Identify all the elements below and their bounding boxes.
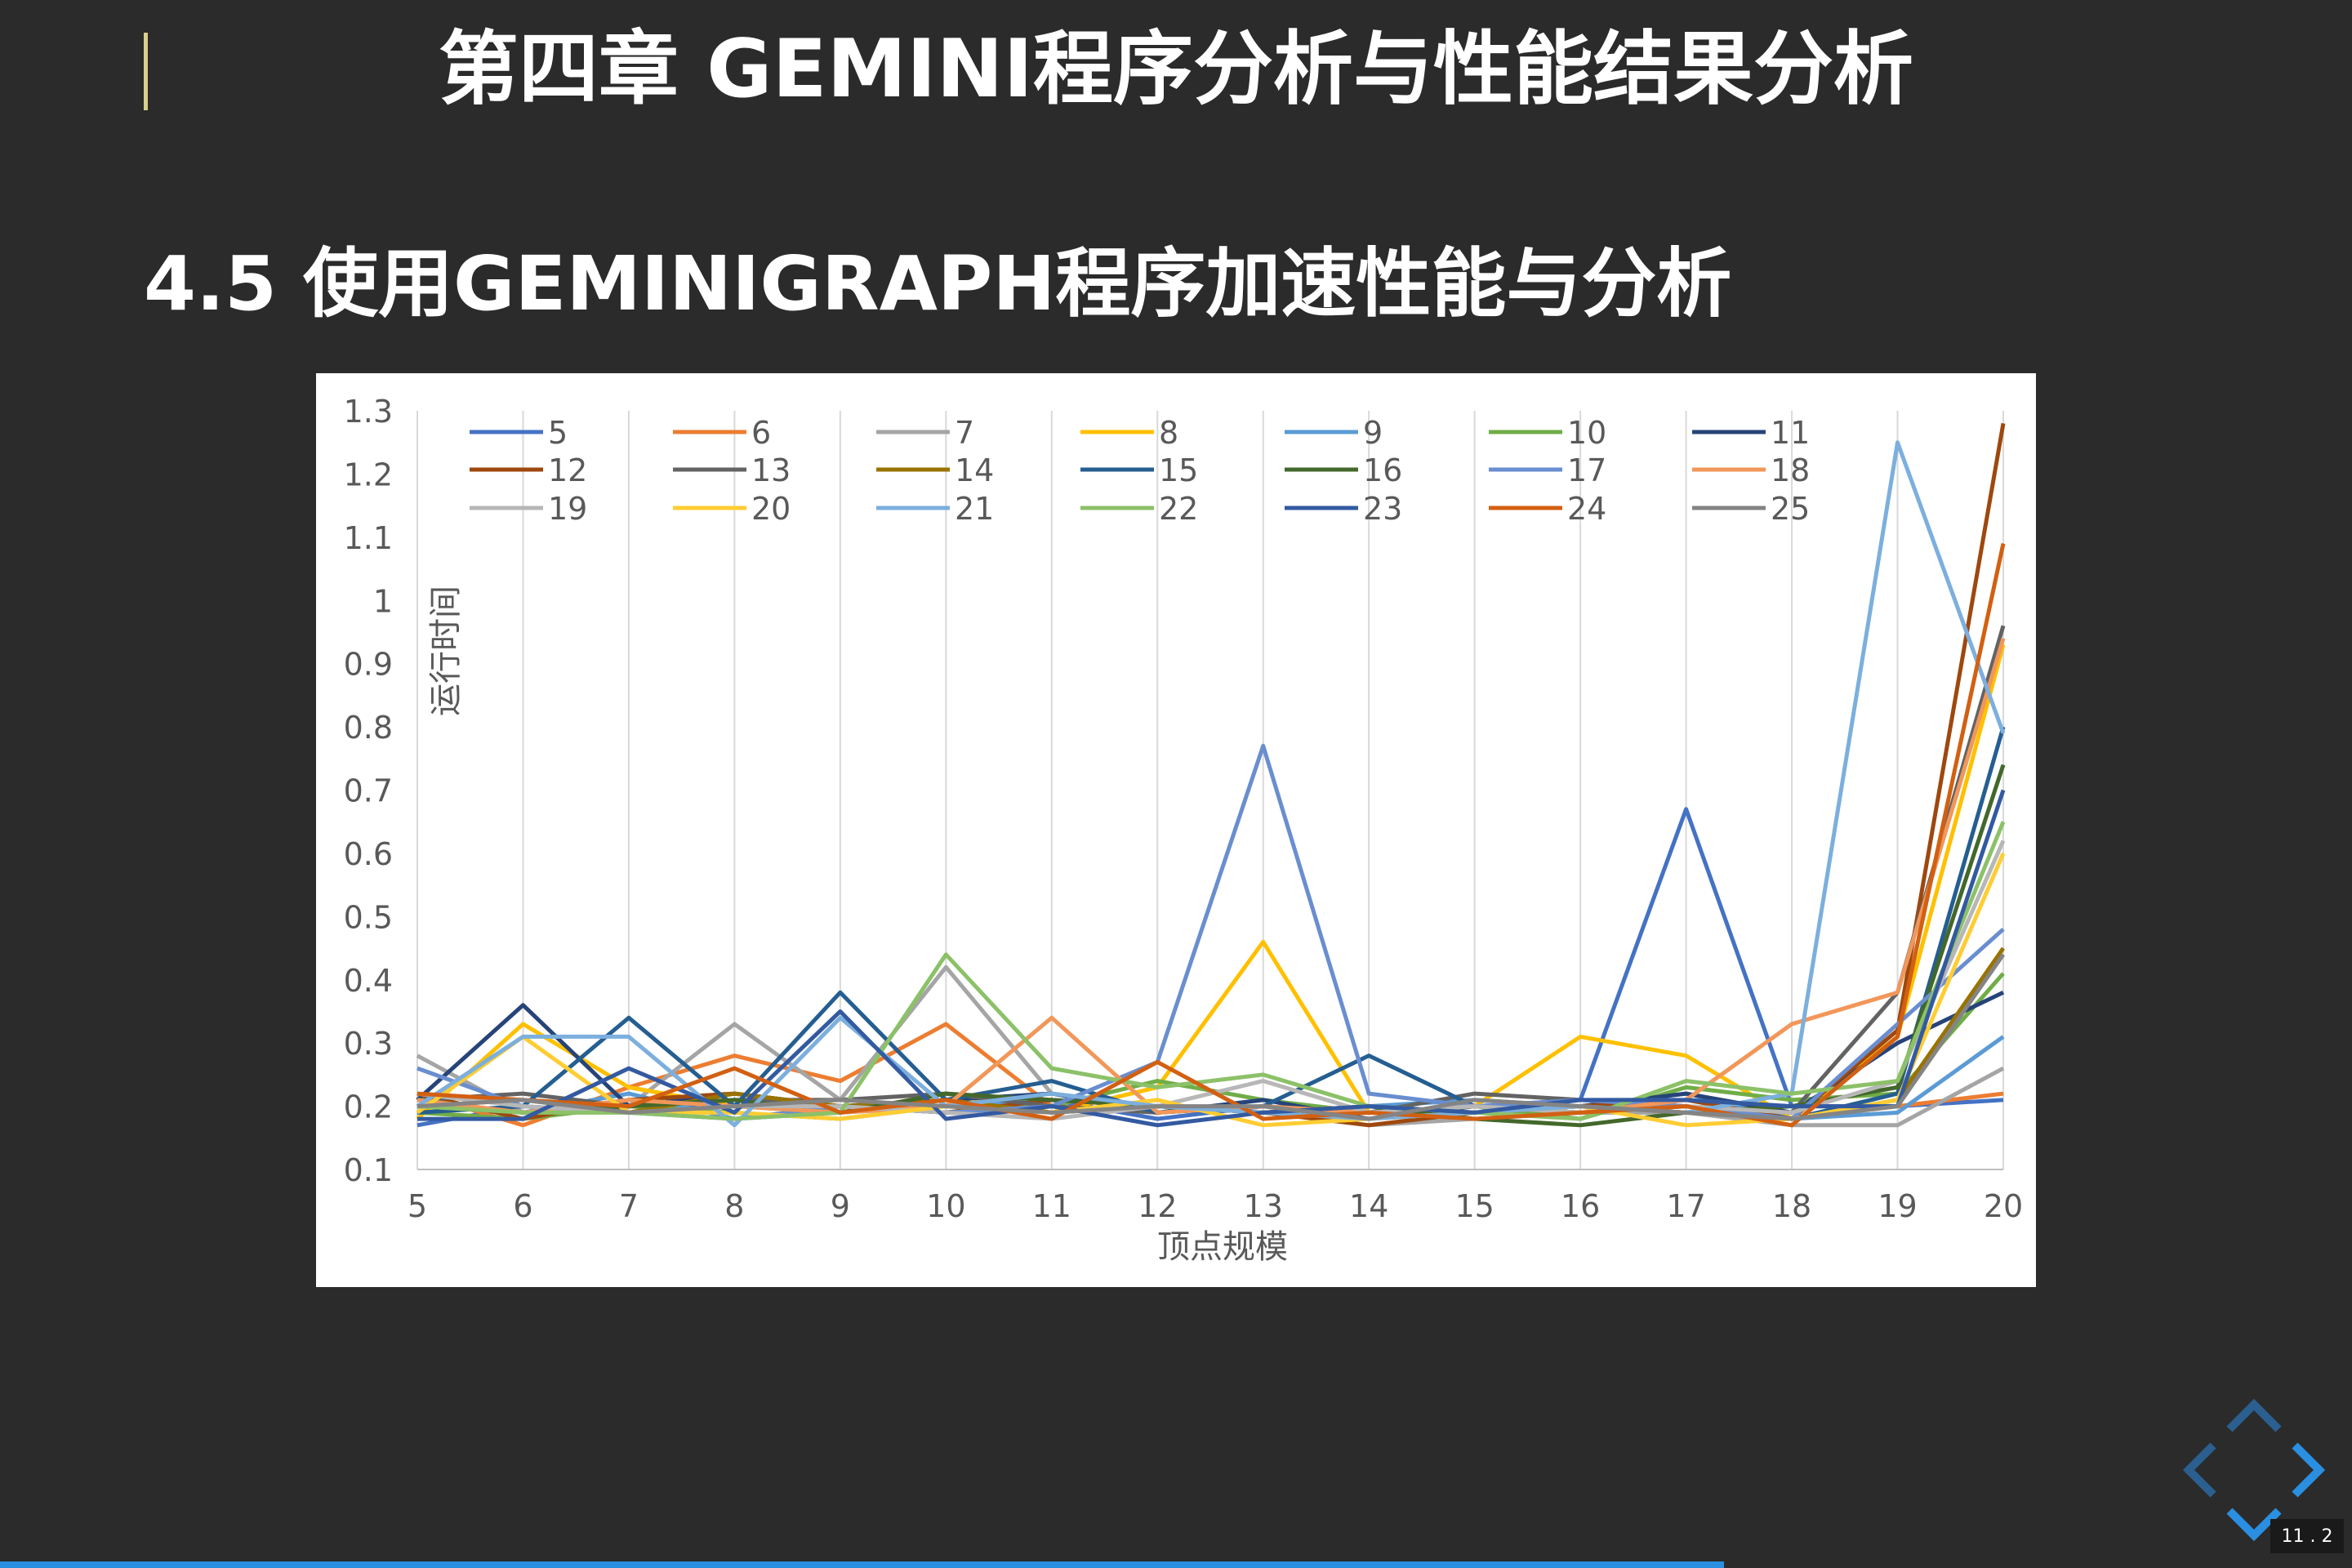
y-tick-label: 0.1: [344, 1152, 393, 1188]
x-tick-label: 6: [513, 1188, 532, 1224]
slide-title: 第四章 GEMINI程序分析与性能结果分析: [439, 23, 1913, 116]
y-tick-label: 1.2: [344, 457, 393, 492]
y-tick-label: 0.2: [344, 1089, 393, 1125]
y-tick-label: 0.6: [344, 836, 393, 872]
y-tick-label: 0.9: [344, 647, 393, 683]
chart-axes: 5 6 7 8 9 10 11 12 13 14 15 16 17 18 19 200.10.20.30.40…: [344, 394, 2024, 1224]
series-line-17: [416, 743, 2005, 1121]
nav-right-icon[interactable]: [2292, 1442, 2326, 1498]
series-line-8: [416, 644, 2006, 1121]
x-tick-label: 15: [1454, 1188, 1494, 1224]
legend-label: 8: [1159, 415, 1178, 451]
slide-number: 11 . 2: [2270, 1519, 2344, 1553]
y-axis-label: 运行时间: [427, 586, 465, 716]
legend-label: 14: [955, 452, 994, 488]
y-tick-label: 1.3: [344, 394, 393, 430]
x-tick-label: 10: [926, 1188, 965, 1224]
progress-fill: [0, 1561, 1725, 1568]
series-line-12: [416, 423, 2006, 1128]
y-tick-label: 0.3: [344, 1026, 393, 1062]
y-tick-label: 1.1: [344, 520, 393, 556]
legend-label: 11: [1771, 415, 1810, 451]
x-tick-label: 9: [831, 1188, 850, 1224]
legend-label: 19: [548, 491, 587, 527]
series-line-23: [417, 789, 2006, 1128]
x-tick-label: 16: [1561, 1188, 1600, 1224]
legend-label: 18: [1771, 452, 1810, 488]
chart-container: 5 6 7 8 9 10 11 12 13 14 15 16 17 18 19 20 0.1 0.2 0.3 0.4 0…: [316, 373, 2036, 1287]
legend-label: 12: [548, 452, 587, 488]
legend-label: 21: [955, 491, 994, 527]
x-tick-label: 17: [1666, 1188, 1705, 1224]
legend-label: 25: [1771, 491, 1810, 527]
legend-label: 15: [1159, 452, 1198, 488]
title-accent-bar: [144, 33, 148, 110]
chart-grid: [416, 411, 2004, 1169]
legend-label: 20: [751, 491, 791, 527]
x-tick-label: 20: [1984, 1188, 2023, 1224]
series-line-25: [416, 953, 2006, 1121]
progress-bar: [0, 1561, 2352, 1568]
x-tick-label: 18: [1772, 1188, 1811, 1224]
chart-series: [416, 423, 2006, 1128]
chart-legend: 5 6 7 8 9 10 11 12 13 14 15 16 17 18 19 20 21 22 23 24 25: [470, 415, 1810, 527]
series-line-22: [416, 821, 2006, 1121]
x-axis-label: 顶点规模: [1157, 1228, 1288, 1266]
line-chart: 5 6 7 8 9 10 11 12 13 14 15 16 17 18 19 200.10.20.30.40…: [344, 394, 2024, 1266]
nav-up-icon[interactable]: [2226, 1398, 2282, 1432]
y-tick-label: 0.4: [344, 963, 393, 999]
legend-label: 6: [751, 415, 771, 451]
legend-label: 10: [1567, 415, 1606, 451]
x-tick-label: 12: [1138, 1188, 1177, 1224]
y-tick-label: 0.5: [344, 899, 393, 935]
series-line-20: [416, 852, 2006, 1128]
x-tick-label: 19: [1878, 1188, 1917, 1224]
legend-label: 23: [1363, 491, 1402, 527]
series-line-21: [416, 440, 2006, 1128]
section-title: 4.5 使用GEMINIGRAPH程序加速性能与分析: [144, 240, 1732, 327]
legend-label: 16: [1363, 452, 1402, 488]
x-tick-label: 5: [408, 1188, 427, 1224]
x-tick-label: 13: [1244, 1188, 1283, 1224]
legend-label: 22: [1159, 491, 1198, 527]
x-tick-label: 8: [724, 1188, 744, 1224]
x-tick-label: 7: [619, 1188, 639, 1224]
legend-label: 13: [751, 452, 791, 488]
y-tick-label: 0.8: [344, 710, 393, 746]
legend-label: 5: [548, 415, 568, 451]
y-tick-label: 1: [373, 583, 393, 619]
x-tick-label: 14: [1349, 1188, 1388, 1224]
y-tick-label: 0.7: [344, 773, 393, 809]
nav-left-icon[interactable]: [2182, 1442, 2216, 1498]
legend-label: 9: [1363, 415, 1383, 451]
legend-label: 7: [955, 415, 974, 451]
x-tick-label: 11: [1032, 1188, 1071, 1224]
legend-label: 17: [1567, 452, 1606, 488]
legend-label: 24: [1567, 491, 1606, 527]
series-line-16: [416, 764, 2006, 1128]
